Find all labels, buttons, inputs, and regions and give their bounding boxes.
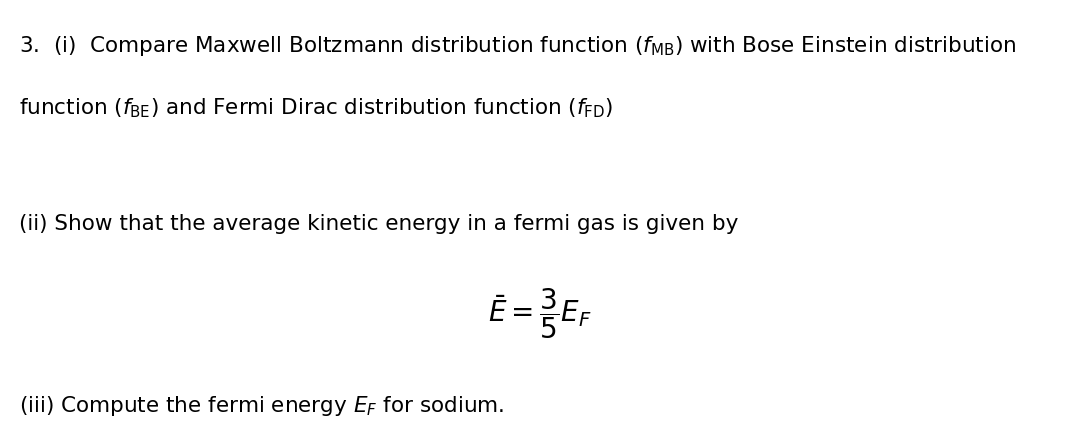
Text: function ($f_{\mathregular{BE}}$) and Fermi Dirac distribution function ($f_{\ma: function ($f_{\mathregular{BE}}$) and Fe… bbox=[19, 96, 613, 120]
Text: (iii) Compute the fermi energy $E_F$ for sodium.: (iii) Compute the fermi energy $E_F$ for… bbox=[19, 394, 504, 418]
Text: $\bar{E} = \dfrac{3}{5}E_F$: $\bar{E} = \dfrac{3}{5}E_F$ bbox=[488, 287, 592, 342]
Text: (ii) Show that the average kinetic energy in a fermi gas is given by: (ii) Show that the average kinetic energ… bbox=[19, 214, 739, 234]
Text: 3.  (i)  Compare Maxwell Boltzmann distribution function ($f_{\mathregular{MB}}$: 3. (i) Compare Maxwell Boltzmann distrib… bbox=[19, 34, 1016, 58]
